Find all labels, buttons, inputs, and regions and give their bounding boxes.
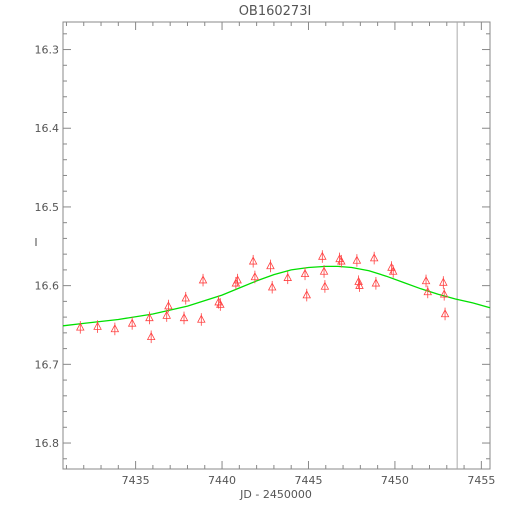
triangle-marker <box>300 268 310 278</box>
data-point <box>145 311 154 325</box>
y-tick-label: 16.3 <box>35 44 60 57</box>
triangle-marker <box>388 266 398 275</box>
data-point <box>216 298 225 311</box>
data-point <box>319 265 329 278</box>
data-point <box>197 313 206 326</box>
triangle-marker <box>440 309 450 318</box>
plot-frame <box>62 21 491 470</box>
data-point <box>110 322 120 336</box>
triangle-marker <box>266 261 275 270</box>
triangle-marker <box>127 318 137 327</box>
data-point <box>146 330 156 344</box>
data-point <box>267 280 277 294</box>
data-point <box>423 285 433 299</box>
data-point <box>76 321 85 334</box>
triangle-marker <box>352 255 362 264</box>
triangle-marker <box>423 287 433 296</box>
x-tick-label: 7450 <box>381 474 409 487</box>
triangle-marker <box>354 276 363 285</box>
triangle-marker <box>93 321 102 330</box>
data-points <box>76 250 450 344</box>
data-point <box>179 311 189 325</box>
triangle-marker <box>439 289 449 298</box>
data-point <box>387 261 396 274</box>
data-point <box>181 291 191 305</box>
triangle-marker <box>302 290 312 299</box>
triangle-marker <box>421 276 431 285</box>
triangle-marker <box>145 313 154 322</box>
triangle-marker <box>197 314 206 323</box>
triangle-marker <box>355 280 364 289</box>
y-axis-label: I <box>34 236 37 249</box>
x-tick-label: 7445 <box>294 474 322 487</box>
triangle-marker <box>162 310 171 319</box>
data-point <box>369 251 379 265</box>
y-tick-label: 16.5 <box>35 201 60 214</box>
triangle-marker <box>146 331 156 340</box>
data-point <box>127 317 137 330</box>
y-tick-label: 16.6 <box>35 280 60 293</box>
data-point <box>302 288 312 302</box>
triangle-marker <box>369 253 379 262</box>
triangle-marker <box>248 256 258 265</box>
data-point <box>250 270 260 284</box>
y-tick-label: 16.7 <box>35 358 60 371</box>
data-point <box>233 273 242 287</box>
x-tick-label: 7440 <box>208 474 236 487</box>
data-point <box>421 274 431 288</box>
triangle-marker <box>198 275 208 284</box>
y-ticks: 16.3 16.4 16.5 16.6 16.7 16.8 <box>35 33 490 460</box>
data-point <box>93 320 102 333</box>
data-point <box>439 287 449 301</box>
triangle-marker <box>319 266 329 275</box>
chart-title: OB160273I <box>239 4 312 19</box>
x-tick-label: 7455 <box>467 474 495 487</box>
triangle-marker <box>320 281 330 290</box>
x-ticks: 7435 7440 7445 7450 7455 <box>65 22 495 487</box>
data-point <box>354 275 363 288</box>
data-point <box>371 276 381 290</box>
data-point <box>162 309 171 322</box>
triangle-marker <box>181 293 191 302</box>
triangle-marker <box>250 272 260 281</box>
data-point <box>439 276 448 289</box>
data-point <box>318 250 327 263</box>
data-point <box>300 267 310 281</box>
data-point <box>266 259 275 273</box>
data-point <box>198 273 208 287</box>
data-point <box>352 254 362 267</box>
triangle-marker <box>371 278 381 287</box>
data-point <box>388 265 398 278</box>
triangle-marker <box>110 324 120 333</box>
triangle-marker <box>216 299 225 308</box>
data-point <box>320 280 330 293</box>
triangle-marker <box>318 251 327 260</box>
data-point <box>283 271 293 285</box>
data-point <box>164 299 173 313</box>
triangle-marker <box>283 272 293 281</box>
data-point <box>337 254 346 268</box>
y-tick-label: 16.4 <box>35 122 60 135</box>
x-axis-label: JD - 2450000 <box>239 488 312 501</box>
data-point <box>355 279 364 292</box>
y-tick-label: 16.8 <box>35 437 60 450</box>
triangle-marker <box>439 277 448 286</box>
triangle-marker <box>267 282 277 291</box>
data-point <box>248 254 258 268</box>
triangle-marker <box>76 322 85 331</box>
triangle-marker <box>233 275 242 284</box>
data-point <box>440 307 450 321</box>
triangle-marker <box>337 256 346 265</box>
x-tick-label: 7435 <box>122 474 150 487</box>
triangle-marker <box>179 313 189 322</box>
triangle-marker <box>164 301 173 310</box>
